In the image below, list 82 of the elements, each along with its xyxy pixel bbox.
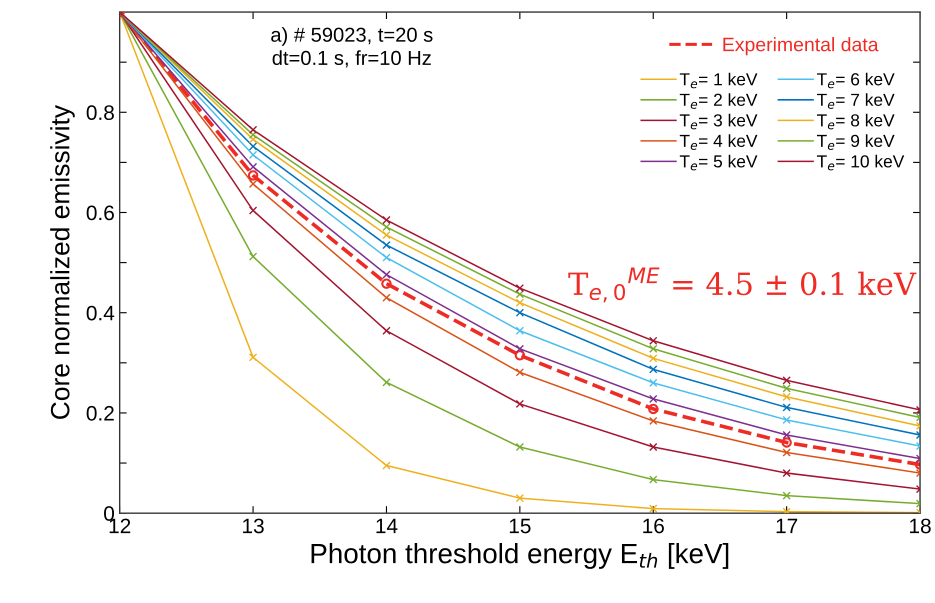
- legend-label: T$_{e}$= 9 keV: [816, 134, 895, 150]
- point: [782, 376, 791, 385]
- point: [782, 416, 791, 424]
- point: [382, 222, 391, 232]
- point: [782, 403, 791, 412]
- point: [381, 278, 392, 289]
- y-tick-label: 0: [104, 506, 114, 521]
- point: [248, 162, 258, 172]
- point: [382, 326, 391, 335]
- y-axis-title: Core normalized emissivity: [50, 105, 75, 419]
- legend-label: T$_{e}$= 3 keV: [680, 114, 758, 130]
- point: [649, 336, 658, 345]
- legend-label: T$_{e}$= 2 keV: [680, 93, 758, 109]
- point: [649, 394, 658, 404]
- point: [782, 430, 791, 440]
- point: [782, 468, 791, 478]
- point: [382, 253, 391, 262]
- legend-label: T$_{e}$= 10 keV: [816, 154, 904, 170]
- point: [248, 130, 258, 139]
- point: [382, 230, 391, 240]
- annotation: a) # 59023, t=20 s dt=0.1 s, fr=10 Hz: [271, 27, 433, 68]
- legend-label: T$_{e}$= 5 keV: [680, 154, 758, 170]
- point: [516, 344, 524, 353]
- point: [649, 442, 658, 452]
- point: [382, 240, 391, 250]
- y-tick-label: 0.4: [86, 306, 114, 320]
- point: [782, 384, 791, 393]
- point: [516, 298, 524, 307]
- point: [516, 368, 524, 377]
- legend-label: T$_{e}$= 7 keV: [816, 93, 895, 109]
- point: [248, 135, 258, 144]
- point: [516, 442, 524, 452]
- point: [516, 290, 524, 298]
- y-tick-label: 0.8: [86, 105, 114, 120]
- legend-label: T$_{e}$= 8 keV: [816, 114, 895, 130]
- point: [649, 344, 658, 353]
- y-tick-label: 0.2: [86, 406, 114, 421]
- point: [649, 416, 658, 426]
- point: [516, 284, 524, 292]
- point: [516, 494, 524, 502]
- legend-label: Experimental data: [723, 37, 879, 56]
- x-axis-title: Photon threshold energy E$_{th}$ [keV]: [312, 542, 728, 569]
- point: [382, 270, 391, 279]
- point: [248, 180, 258, 188]
- point: [248, 353, 258, 362]
- point: [648, 404, 658, 414]
- point: [248, 150, 258, 160]
- point: [248, 252, 258, 261]
- point: [781, 437, 792, 448]
- legend-label: T$_{e}$= 4 keV: [680, 134, 758, 150]
- y-tick-label: 0.6: [86, 206, 114, 220]
- point: [649, 354, 658, 362]
- point: [782, 507, 791, 514]
- point: [516, 326, 524, 335]
- point: [248, 142, 258, 151]
- point: [382, 216, 391, 224]
- point: [516, 400, 524, 408]
- x-tick-label: 18: [910, 518, 931, 534]
- x-tick-label: 17: [776, 518, 798, 534]
- point: [248, 206, 258, 215]
- point: [516, 308, 524, 317]
- x-tick-label: 12: [110, 518, 130, 534]
- point: [514, 350, 526, 361]
- point: [382, 461, 391, 470]
- point: [382, 294, 391, 302]
- point: [649, 378, 658, 388]
- point: [782, 448, 791, 457]
- annotation: T$_{e,0}$$^{ME}$ = 4.5 ± 0.1 keV: [568, 268, 916, 302]
- point: [649, 475, 658, 484]
- legend-label: T$_{e}$= 1 keV: [680, 72, 758, 88]
- x-tick-label: 16: [643, 518, 664, 534]
- point: [649, 365, 658, 374]
- point: [248, 170, 258, 181]
- x-tick-label: 13: [243, 518, 264, 534]
- x-tick-label: 14: [376, 518, 398, 534]
- point: [382, 378, 391, 387]
- point: [782, 392, 791, 402]
- point: [649, 504, 658, 513]
- x-tick-label: 15: [510, 518, 531, 534]
- point: [782, 491, 791, 500]
- point: [248, 126, 258, 134]
- legend-label: T$_{e}$= 6 keV: [816, 72, 895, 88]
